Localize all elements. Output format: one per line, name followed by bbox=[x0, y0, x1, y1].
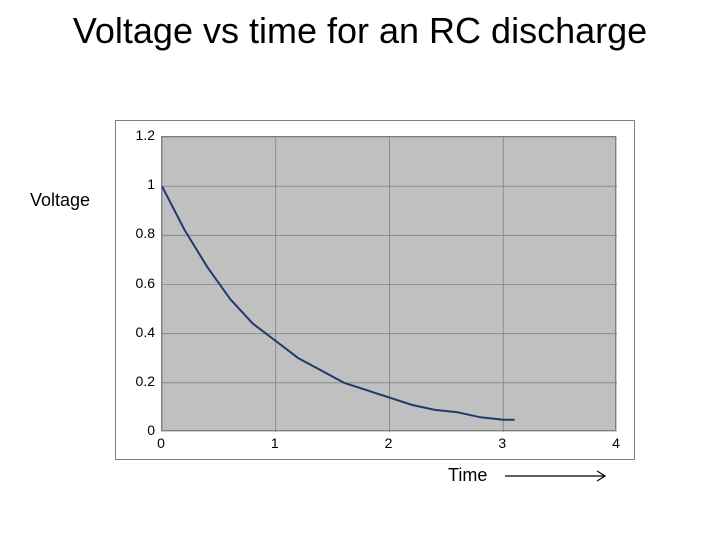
arrow-right-icon bbox=[505, 470, 615, 482]
xtick-label: 2 bbox=[379, 435, 399, 451]
slide: Voltage vs time for an RC discharge Volt… bbox=[0, 0, 720, 540]
xtick-label: 0 bbox=[151, 435, 171, 451]
x-axis-label-row: Time bbox=[448, 465, 615, 486]
plot-area bbox=[161, 136, 616, 431]
ytick-label: 1 bbox=[125, 176, 155, 192]
xtick-label: 4 bbox=[606, 435, 626, 451]
chart-svg bbox=[162, 137, 617, 432]
page-title: Voltage vs time for an RC discharge bbox=[0, 10, 720, 51]
xtick-label: 3 bbox=[492, 435, 512, 451]
y-axis-label: Voltage bbox=[30, 190, 90, 211]
ytick-label: 1.2 bbox=[125, 127, 155, 143]
ytick-label: 0.4 bbox=[125, 324, 155, 340]
chart-container: 00.20.40.60.811.201234 bbox=[115, 120, 635, 460]
ytick-label: 0.8 bbox=[125, 225, 155, 241]
xtick-label: 1 bbox=[265, 435, 285, 451]
ytick-label: 0.2 bbox=[125, 373, 155, 389]
series-discharge bbox=[162, 186, 515, 420]
ytick-label: 0.6 bbox=[125, 275, 155, 291]
x-axis-label: Time bbox=[448, 465, 487, 486]
